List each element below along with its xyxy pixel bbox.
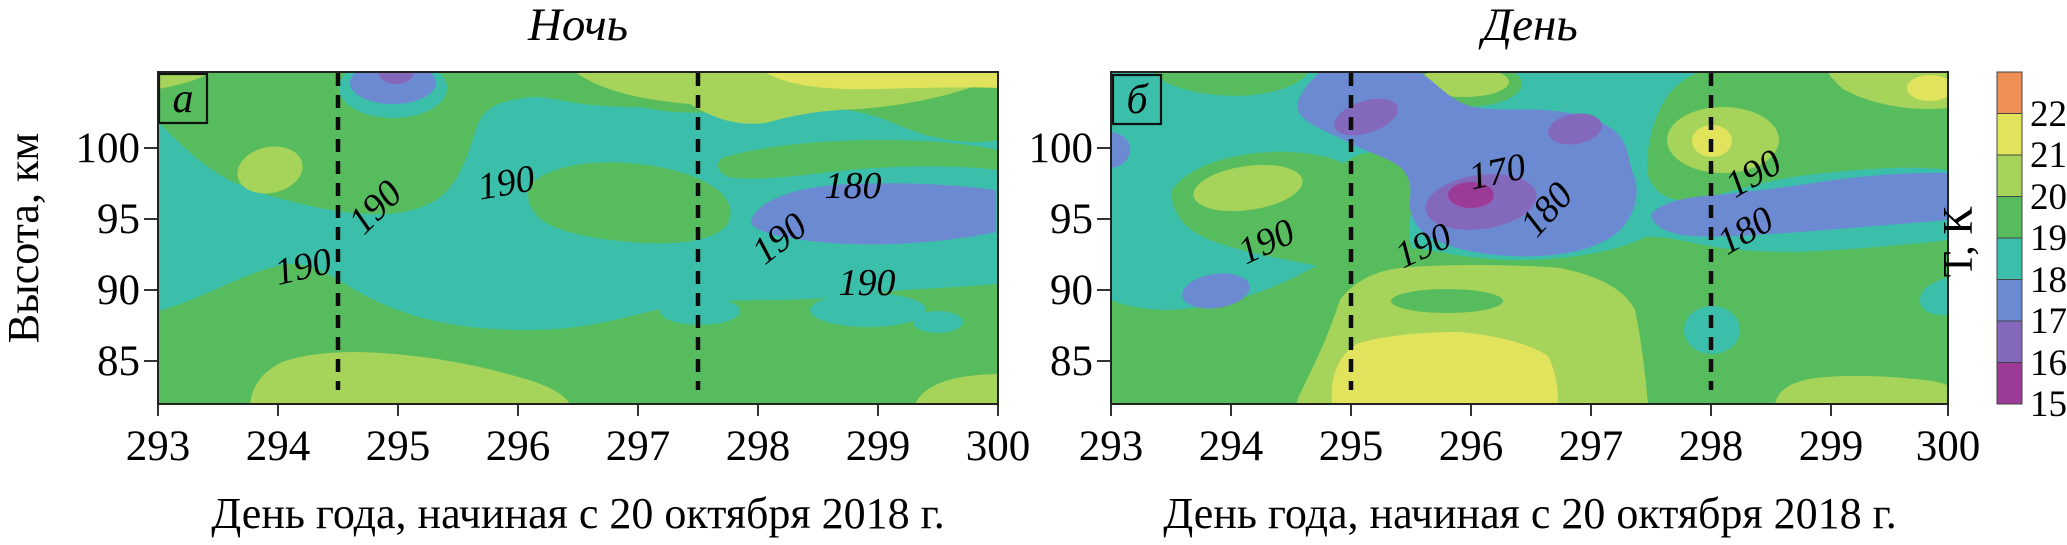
x-tick-label: 299: [1799, 423, 1864, 470]
y-tick-label: 90: [97, 267, 140, 314]
colorbar-segment-210-220: [1996, 113, 2023, 156]
colorbar-tick-label: 170: [2030, 301, 2067, 342]
colorbar-segment-170-180: [1996, 279, 2023, 322]
contour-label: 190: [839, 262, 896, 304]
day-region-170-180K-band: [1651, 172, 1948, 237]
night-region-200-210K-bottom: [250, 352, 570, 404]
x-tick-label: 294: [1199, 423, 1264, 470]
night-teal-blob-3: [913, 311, 963, 333]
x-tick-label: 296: [1439, 423, 1504, 470]
x-tick-label: 300: [1916, 423, 1981, 470]
day-region-170-180K-blob: [1182, 273, 1250, 309]
night-x-axis-label: День года, начиная с 20 октября 2018 г.: [211, 489, 945, 538]
y-tick-label: 100: [76, 125, 141, 172]
colorbar-tick-label: 180: [2030, 260, 2067, 301]
colorbar-tick-label: 210: [2030, 135, 2067, 176]
x-tick-label: 298: [726, 423, 791, 470]
day-region-170-180K-leftedge: [1111, 132, 1131, 168]
night-region-200-210K-topleft: [158, 72, 212, 89]
x-tick-label: 293: [126, 423, 191, 470]
day-contour-plot: 190 190 170 180 190 180 б: [1111, 72, 1948, 404]
day-green-lens: [1391, 289, 1503, 313]
colorbar-segment-200-210: [1996, 154, 2023, 197]
night-teal-blob-1: [660, 297, 740, 325]
day-x-tick-marks: [1110, 405, 1949, 416]
day-panel-border: [1110, 71, 1949, 405]
night-region-160-170K-tip: [379, 72, 413, 84]
day-y-tick-marks: [1097, 147, 1110, 362]
night-region-170-180K-top: [350, 72, 436, 104]
colorbar-segment-190-200: [1996, 196, 2023, 239]
x-tick-label: 298: [1679, 423, 1744, 470]
night-title: Ночь: [527, 0, 628, 51]
night-contour-plot: 190 190 190 180 190 190 а: [158, 72, 998, 404]
day-region-210-220K-corner: [1907, 75, 1948, 101]
x-tick-label: 297: [1559, 423, 1624, 470]
day-teal-spot: [1684, 306, 1740, 354]
night-region-210-220K-top: [765, 72, 998, 90]
day-x-axis-label: День года, начиная с 20 октября 2018 г.: [1163, 489, 1897, 538]
colorbar-tick-label: 160: [2030, 343, 2067, 384]
colorbar-axis-label: Т, К: [1936, 206, 1982, 277]
y-tick-label: 90: [1050, 267, 1093, 314]
y-tick-label: 95: [97, 196, 140, 243]
night-teal-wedge: [483, 97, 587, 179]
night-region-170-180K-cell: [750, 183, 996, 245]
day-teal-notch-right: [1919, 277, 1948, 316]
night-y-tick-marks: [144, 147, 157, 362]
y-tick-label: 85: [97, 338, 140, 385]
y-axis-label: Высота, км: [0, 133, 48, 343]
x-tick-label: 300: [966, 423, 1031, 470]
night-region-190-200K-band: [717, 140, 998, 179]
night-panel-border: [157, 71, 999, 405]
day-region-210-220K-bottom: [1331, 332, 1558, 404]
x-tick-label: 294: [246, 423, 311, 470]
day-region-150-160K-core: [1448, 182, 1494, 208]
x-tick-label: 299: [846, 423, 911, 470]
x-tick-label: 296: [486, 423, 551, 470]
night-letter: а: [173, 76, 194, 122]
colorbar-tick-label: 150: [2030, 384, 2067, 425]
contour-label: 180: [825, 165, 882, 207]
x-tick-label: 293: [1079, 423, 1144, 470]
contour-label: 190: [474, 157, 537, 208]
day-letter: б: [1126, 77, 1149, 123]
night-region-200-210K-blob: [237, 146, 303, 194]
x-tick-label: 295: [1319, 423, 1384, 470]
night-x-tick-marks: [157, 405, 999, 416]
colorbar-tick-label: 190: [2030, 218, 2067, 259]
day-region-160-170K-spot2: [1548, 113, 1602, 145]
y-tick-label: 85: [1050, 338, 1093, 385]
colorbar-segment-220-230: [1996, 71, 2023, 114]
y-tick-label: 95: [1050, 196, 1093, 243]
colorbar: 220 210 200 190 180 170 160 150 Т, К: [1936, 71, 2067, 425]
night-region-190-200K-island: [528, 162, 731, 244]
x-tick-label: 297: [606, 423, 671, 470]
x-tick-label: 295: [366, 423, 431, 470]
colorbar-segment-180-190: [1996, 237, 2023, 280]
colorbar-segment-150-160: [1996, 362, 2023, 405]
colorbar-tick-label: 200: [2030, 177, 2067, 218]
day-region-200-210K-bottomright: [1775, 375, 1948, 404]
day-region-190-200K-topstrip: [1153, 72, 1309, 96]
y-tick-label: 100: [1029, 125, 1094, 172]
colorbar-segment-160-170: [1996, 320, 2023, 363]
colorbar-tick-label: 220: [2030, 94, 2067, 135]
day-title: День: [1478, 0, 1577, 51]
day-letter-box: [1111, 73, 1163, 126]
night-teal-blob-2: [810, 293, 926, 327]
day-region-200-210K-blob: [1193, 164, 1303, 212]
day-region-190-200K-column: [1320, 152, 1420, 268]
night-region-200-210K-bottomright: [915, 374, 998, 404]
